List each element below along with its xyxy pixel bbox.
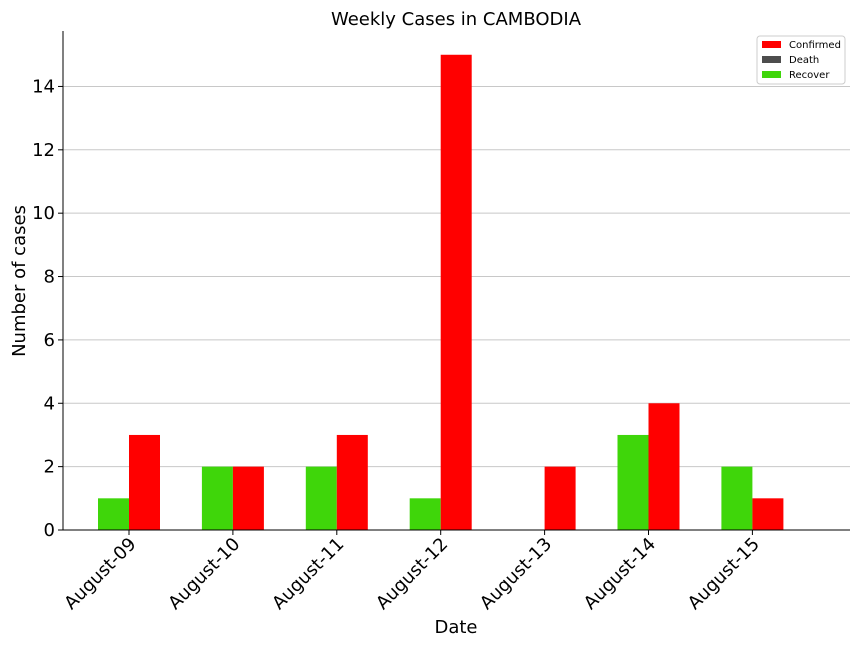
x-tick-label: August-13 [476, 534, 556, 614]
bar-confirmed [232, 466, 264, 530]
legend-label-confirmed: Confirmed [789, 40, 841, 51]
y-tick-label: 0 [44, 520, 55, 541]
y-tick-label: 8 [44, 267, 55, 288]
y-ticks: 0 2 4 6 8 10 12 14 [32, 76, 63, 541]
legend-swatch-death [762, 56, 781, 63]
x-tick-label: August-12 [372, 534, 452, 614]
legend-swatch-recover [762, 71, 781, 78]
y-axis-label: Number of cases [9, 205, 30, 357]
y-tick-label: 14 [32, 76, 55, 97]
y-tick-label: 6 [44, 330, 55, 351]
bar-confirmed [648, 403, 680, 530]
y-tick-label: 12 [32, 140, 55, 161]
y-tick-label: 4 [44, 393, 55, 414]
bar-recover [409, 498, 441, 530]
x-ticks: August-09 August-10 August-11 August-12 Augu… [60, 530, 764, 614]
x-tick-label: August-10 [164, 534, 244, 614]
legend: Confirmed Death Recover [756, 35, 846, 85]
x-axis-label: Date [434, 617, 477, 638]
bar-recover [305, 466, 337, 530]
bar-confirmed [129, 434, 160, 530]
x-tick-label: August-09 [60, 534, 140, 614]
bar-confirmed [544, 466, 576, 530]
bar-recover [201, 466, 233, 530]
chart-title: Weekly Cases in CAMBODIA [331, 9, 582, 30]
bar-recover [721, 466, 753, 530]
y-tick-label: 10 [32, 203, 55, 224]
legend-label-recover: Recover [789, 70, 830, 81]
legend-swatch-confirmed [762, 41, 781, 48]
legend-label-death: Death [789, 55, 819, 66]
bar-recover [98, 498, 129, 530]
bar-recover [617, 434, 649, 530]
x-tick-label: August-14 [580, 534, 660, 614]
x-tick-label: August-15 [684, 534, 764, 614]
bar-confirmed [752, 498, 784, 530]
bar-confirmed [336, 434, 368, 530]
bars [98, 54, 784, 531]
bar-confirmed [440, 54, 472, 531]
y-tick-label: 2 [44, 457, 55, 478]
x-tick-label: August-11 [268, 534, 348, 614]
